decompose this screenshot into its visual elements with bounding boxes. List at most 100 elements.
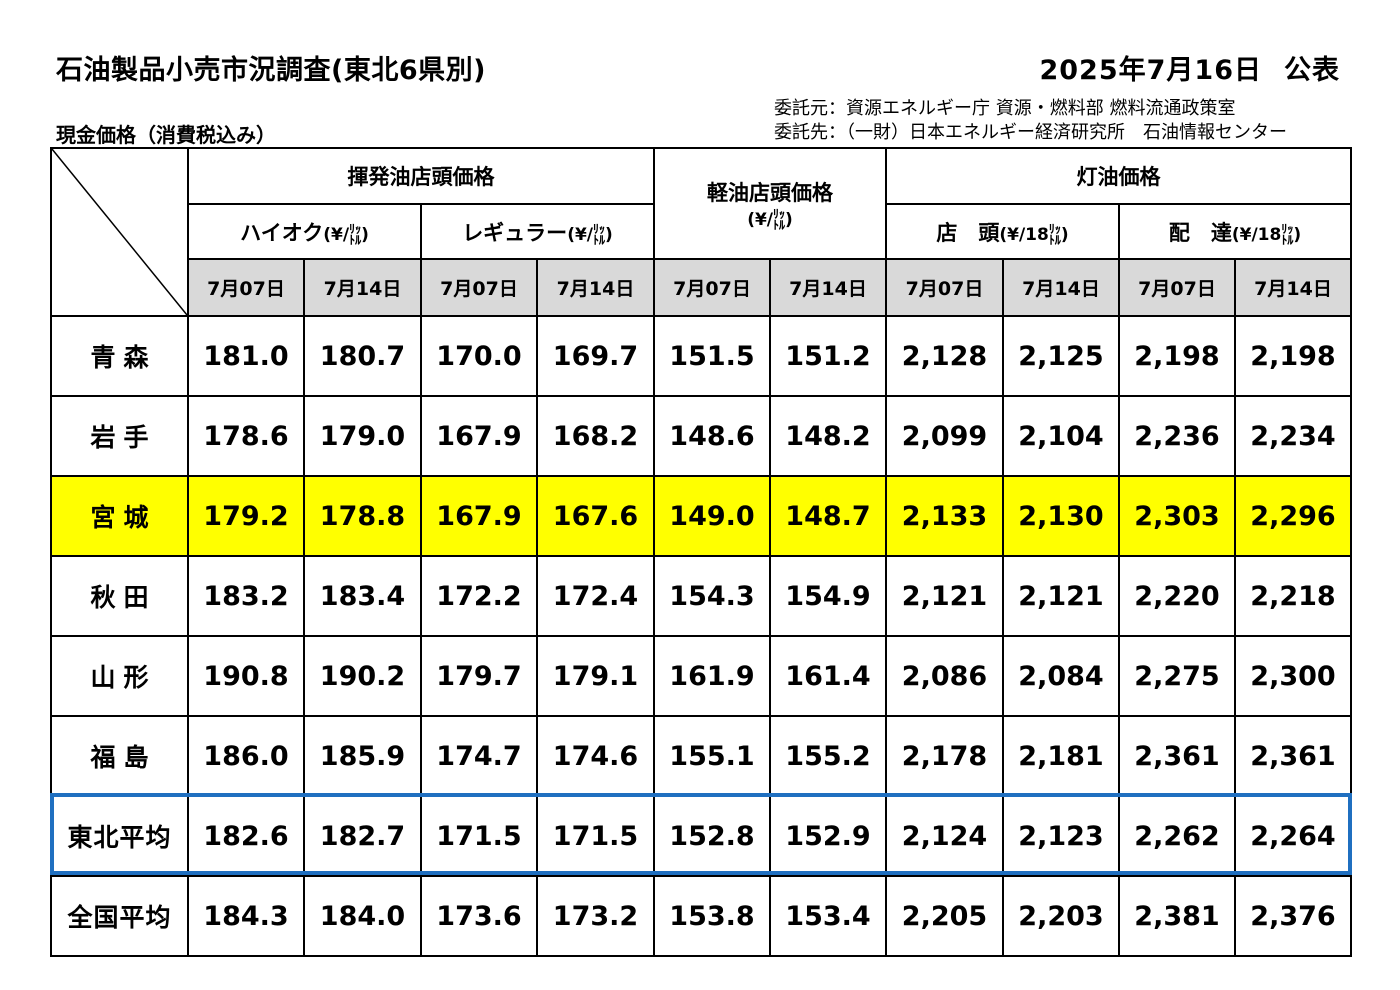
price-cell: 2,203	[1002, 875, 1120, 957]
publish-date-text: 2025年7月16日	[1039, 55, 1262, 86]
price-cell: 153.8	[653, 875, 771, 957]
price-cell: 2,303	[1118, 475, 1236, 557]
price-cell: 2,262	[1118, 795, 1236, 877]
price-cell: 168.2	[536, 395, 655, 477]
price-cell: 179.7	[420, 635, 538, 717]
publish-date: 2025年7月16日 公表	[1039, 48, 1340, 87]
client-line-1: 委託元：資源エネルギー庁 資源・燃料部 燃料流通政策室	[774, 98, 1236, 119]
table-row-national-average: 全国平均 184.3 184.0 173.6 173.2 153.8 153.4…	[50, 875, 1352, 957]
price-cell: 185.9	[303, 715, 422, 797]
price-cell: 172.2	[420, 555, 538, 637]
price-cell: 2,205	[885, 875, 1004, 957]
price-cell: 2,086	[885, 635, 1004, 717]
table-row-aomori: 青森 181.0 180.7 170.0 169.7 151.5 151.2 2…	[50, 315, 1352, 397]
price-cell: 149.0	[653, 475, 771, 557]
date-header: 7月14日	[1002, 258, 1120, 317]
price-cell: 152.9	[769, 795, 887, 877]
price-cell: 155.2	[769, 715, 887, 797]
price-cell: 2,198	[1234, 315, 1352, 397]
price-cell: 169.7	[536, 315, 655, 397]
kerosene-delivery-header: 配 達(¥/18ﾘｯ ﾄﾙ)	[1118, 203, 1352, 260]
price-cell: 2,084	[1002, 635, 1120, 717]
price-cell: 161.4	[769, 635, 887, 717]
price-cell: 173.2	[536, 875, 655, 957]
kerosene-store-header: 店 頭(¥/18ﾘｯ ﾄﾙ)	[885, 203, 1120, 260]
price-cell: 2,275	[1118, 635, 1236, 717]
price-cell: 2,123	[1002, 795, 1120, 877]
price-cell: 153.4	[769, 875, 887, 957]
price-cell: 186.0	[187, 715, 305, 797]
prefecture-name: 岩手	[50, 395, 189, 477]
price-cell: 167.9	[420, 395, 538, 477]
price-cell: 178.8	[303, 475, 422, 557]
table-row-akita: 秋田 183.2 183.4 172.2 172.4 154.3 154.9 2…	[50, 555, 1352, 637]
price-cell: 2,124	[885, 795, 1004, 877]
price-cell: 190.2	[303, 635, 422, 717]
page-title: 石油製品小売市況調査(東北6県別)	[56, 55, 486, 86]
price-cell: 170.0	[420, 315, 538, 397]
date-header: 7月07日	[653, 258, 771, 317]
price-cell: 179.0	[303, 395, 422, 477]
price-subtitle: 現金価格（消費税込み）	[56, 123, 276, 147]
date-header: 7月14日	[1234, 258, 1352, 317]
price-cell: 2,361	[1118, 715, 1236, 797]
table-row-tohoku-average: 東北平均 182.6 182.7 171.5 171.5 152.8 152.9…	[50, 795, 1352, 877]
diagonal-line	[52, 149, 187, 315]
price-cell: 2,178	[885, 715, 1004, 797]
price-cell: 2,234	[1234, 395, 1352, 477]
price-cell: 2,300	[1234, 635, 1352, 717]
price-cell: 167.6	[536, 475, 655, 557]
price-table: 揮発油店頭価格 軽油店頭価格 (¥/ﾘｯ ﾄﾙ) 灯油価格 ハイオク(¥/ﾘｯ ﾄﾙ…	[50, 147, 1352, 957]
price-cell: 151.2	[769, 315, 887, 397]
client-info: 委託元：資源エネルギー庁 資源・燃料部 燃料流通政策室 委託先：（一財）日本エネ…	[774, 97, 1287, 145]
price-cell: 2,121	[1002, 555, 1120, 637]
price-cell: 2,218	[1234, 555, 1352, 637]
price-cell: 151.5	[653, 315, 771, 397]
price-cell: 2,128	[885, 315, 1004, 397]
price-cell: 182.6	[187, 795, 305, 877]
price-cell: 174.7	[420, 715, 538, 797]
price-cell: 179.1	[536, 635, 655, 717]
price-cell: 2,181	[1002, 715, 1120, 797]
prefecture-name: 秋田	[50, 555, 189, 637]
date-header: 7月07日	[420, 258, 538, 317]
price-cell: 161.9	[653, 635, 771, 717]
table-row-miyagi: 宮城 179.2 178.8 167.9 167.6 149.0 148.7 2…	[50, 475, 1352, 557]
price-cell: 180.7	[303, 315, 422, 397]
table-row-yamagata: 山形 190.8 190.2 179.7 179.1 161.9 161.4 2…	[50, 635, 1352, 717]
price-cell: 2,381	[1118, 875, 1236, 957]
price-cell: 190.8	[187, 635, 305, 717]
table-row-fukushima: 福島 186.0 185.9 174.7 174.6 155.1 155.2 2…	[50, 715, 1352, 797]
published-label: 公表	[1284, 55, 1340, 86]
prefecture-name: 宮城	[50, 475, 189, 557]
gasoline-header: 揮発油店頭価格	[187, 147, 655, 205]
price-cell: 178.6	[187, 395, 305, 477]
price-cell: 183.4	[303, 555, 422, 637]
price-cell: 2,133	[885, 475, 1004, 557]
price-cell: 184.0	[303, 875, 422, 957]
price-cell: 172.4	[536, 555, 655, 637]
prefecture-name: 山形	[50, 635, 189, 717]
date-header: 7月07日	[885, 258, 1004, 317]
date-header: 7月07日	[1118, 258, 1236, 317]
price-cell: 2,125	[1002, 315, 1120, 397]
date-header: 7月14日	[769, 258, 887, 317]
prefecture-name: 福島	[50, 715, 189, 797]
price-cell: 167.9	[420, 475, 538, 557]
price-cell: 2,376	[1234, 875, 1352, 957]
price-cell: 2,121	[885, 555, 1004, 637]
diesel-header-label: 軽油店頭価格	[707, 180, 833, 205]
prefecture-name: 東北平均	[50, 795, 189, 877]
price-cell: 2,220	[1118, 555, 1236, 637]
price-cell: 2,264	[1234, 795, 1352, 877]
date-header: 7月14日	[303, 258, 422, 317]
highoctane-header: ハイオク(¥/ﾘｯ ﾄﾙ)	[187, 203, 422, 260]
date-header: 7月07日	[187, 258, 305, 317]
diesel-unit: (¥/ﾘｯ ﾄﾙ)	[747, 206, 793, 232]
price-cell: 2,296	[1234, 475, 1352, 557]
price-cell: 181.0	[187, 315, 305, 397]
price-cell: 2,236	[1118, 395, 1236, 477]
price-cell: 2,198	[1118, 315, 1236, 397]
price-cell: 174.6	[536, 715, 655, 797]
price-cell: 148.7	[769, 475, 887, 557]
